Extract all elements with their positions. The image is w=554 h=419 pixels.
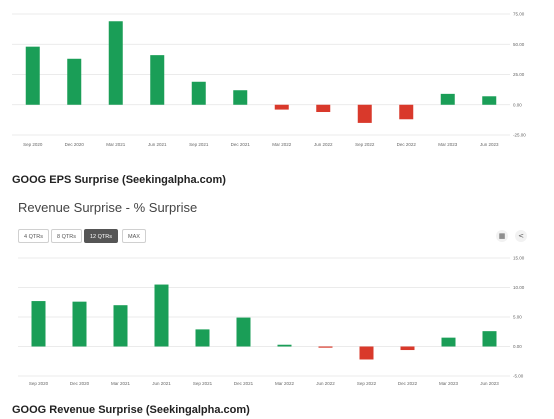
eps-chart-caption: GOOG EPS Surprise (Seekingalpha.com): [12, 174, 226, 186]
eps-bar[interactable]: [274, 104, 289, 110]
eps-x-tick-label: Jun 2022: [314, 142, 333, 147]
eps-x-tick-label: Jun 2023: [480, 142, 499, 147]
share-icon[interactable]: <: [515, 230, 527, 242]
revenue-x-tick-label: Mar 2022: [275, 381, 295, 386]
range-button-12-qtrs[interactable]: 12 QTRs: [84, 229, 119, 243]
revenue-surprise-chart: 15.00 10.00 5.00 0.00 -5.00 Sep 2020 Dec 2020 M…: [18, 256, 525, 386]
eps-x-tick-label: Mar 2022: [272, 142, 292, 147]
revenue-bar[interactable]: [72, 301, 87, 347]
eps-surprise-chart: 75.00 50.00 25.00 0.00 -25.00 Sep 2020 Dec 202…: [12, 12, 526, 147]
revenue-bar[interactable]: [359, 346, 374, 360]
revenue-x-tick-label: Jun 2023: [480, 381, 499, 386]
revenue-y-tick-label: 5.00: [513, 315, 522, 320]
eps-x-tick-label: Sep 2022: [355, 142, 375, 147]
revenue-x-tick-label: Jun 2022: [316, 381, 335, 386]
eps-bar[interactable]: [399, 104, 414, 120]
range-button-8-qtrs[interactable]: 8 QTRs: [51, 229, 82, 243]
eps-y-tick-label: 25.00: [513, 72, 525, 77]
calendar-icon[interactable]: ▦: [496, 230, 508, 242]
eps-bar[interactable]: [233, 90, 248, 105]
revenue-x-tick-label: Mar 2021: [111, 381, 131, 386]
revenue-bar[interactable]: [31, 301, 46, 347]
eps-bar[interactable]: [316, 104, 331, 113]
revenue-bar[interactable]: [236, 317, 251, 347]
range-button-max[interactable]: MAX: [122, 229, 146, 243]
revenue-bar[interactable]: [195, 329, 210, 347]
eps-x-tick-label: Dec 2020: [65, 142, 85, 147]
eps-bar[interactable]: [150, 55, 165, 105]
range-button-4-qtrs[interactable]: 4 QTRs: [18, 229, 49, 243]
revenue-chart-title: Revenue Surprise - % Surprise: [18, 200, 198, 215]
eps-y-tick-label: 0.00: [513, 102, 522, 107]
revenue-y-tick-label: 10.00: [513, 285, 525, 290]
eps-x-tick-label: Dec 2021: [231, 142, 251, 147]
revenue-x-tick-label: Jun 2021: [152, 381, 171, 386]
revenue-x-tick-label: Sep 2022: [357, 381, 377, 386]
eps-bar[interactable]: [25, 46, 40, 105]
eps-bar[interactable]: [440, 93, 455, 105]
revenue-bar[interactable]: [154, 284, 169, 347]
eps-bar[interactable]: [67, 58, 82, 105]
revenue-x-tick-label: Sep 2020: [29, 381, 49, 386]
eps-x-tick-label: Dec 2022: [397, 142, 417, 147]
eps-x-tick-label: Jun 2021: [148, 142, 167, 147]
revenue-x-tick-label: Dec 2021: [234, 381, 254, 386]
revenue-y-tick-label: -5.00: [513, 374, 524, 379]
eps-x-tick-label: Sep 2020: [23, 142, 43, 147]
eps-bar[interactable]: [191, 81, 206, 105]
revenue-bar[interactable]: [482, 331, 497, 347]
eps-bar[interactable]: [482, 96, 497, 105]
revenue-bar[interactable]: [277, 344, 292, 347]
eps-y-tick-label: 50.00: [513, 42, 525, 47]
revenue-x-tick-label: Mar 2023: [439, 381, 459, 386]
revenue-x-tick-label: Sep 2021: [193, 381, 213, 386]
eps-x-tick-label: Sep 2021: [189, 142, 209, 147]
eps-bar[interactable]: [357, 104, 372, 123]
eps-bar[interactable]: [108, 21, 123, 105]
eps-x-tick-label: Mar 2021: [106, 142, 126, 147]
revenue-x-tick-label: Dec 2022: [398, 381, 418, 386]
revenue-bar[interactable]: [113, 305, 128, 347]
revenue-y-tick-label: 0.00: [513, 344, 522, 349]
revenue-bar[interactable]: [400, 346, 415, 351]
revenue-bar[interactable]: [318, 346, 333, 348]
revenue-chart-caption: GOOG Revenue Surprise (Seekingalpha.com): [12, 404, 250, 416]
eps-y-tick-label: -25.00: [513, 133, 526, 138]
eps-x-tick-label: Mar 2023: [438, 142, 458, 147]
eps-y-tick-label: 75.00: [513, 12, 525, 17]
revenue-y-tick-label: 15.00: [513, 256, 525, 261]
revenue-bar[interactable]: [441, 337, 456, 347]
revenue-x-tick-label: Dec 2020: [70, 381, 90, 386]
